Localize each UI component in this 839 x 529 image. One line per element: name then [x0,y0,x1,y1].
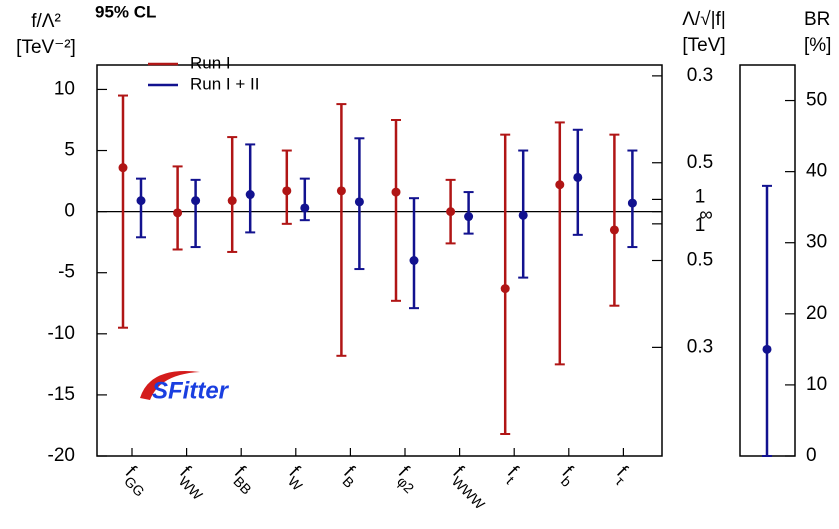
title: 95% CL [95,2,156,21]
point [573,172,583,182]
y2-tick-label: 1 [695,186,706,207]
x-tick-label: fφ2 [391,462,425,496]
point [227,196,237,206]
y-tick-label: 10 [54,78,75,99]
point [555,180,565,190]
y2-unit: [TeV] [682,35,725,56]
x-tick-label: fb [554,462,582,490]
point [391,187,401,197]
point [336,186,346,196]
point [136,196,146,206]
y-label: f/Λ² [31,11,61,32]
br-label: BR [804,9,830,30]
y-tick-label: -10 [48,323,75,344]
legend-label: Run I [190,53,231,72]
y2-tick-label: ∞ [699,205,713,226]
point [464,212,474,222]
point [609,225,619,235]
logo-swoosh [140,371,200,400]
y-tick-label: -20 [48,445,75,466]
y2-tick-label: 1 [695,215,706,236]
y2-label: Λ/√|f| [682,9,726,30]
y2-tick-label: 0.3 [687,65,713,86]
br-tick-label: 10 [806,374,827,395]
y-unit: [TeV⁻²] [16,37,76,58]
br-unit: [%] [804,35,831,56]
y-tick-label: -15 [48,384,75,405]
y2-tick-label: 0.3 [687,336,713,357]
legend-label: Run I + II [190,74,259,93]
point [518,210,528,220]
x-tick-label: fBB [227,462,262,497]
point [245,190,255,200]
y-tick-label: -5 [58,262,75,283]
br-tick-label: 50 [806,90,827,111]
point [500,284,510,294]
x-tick-label: fB [336,462,365,491]
point [118,163,128,173]
point [300,203,310,213]
x-tick-label: fτ [609,462,635,488]
x-tick-label: ft [500,462,525,487]
y-tick-label: 0 [64,201,75,222]
logo: SFitter [152,377,230,404]
br-tick-label: 0 [806,445,817,466]
x-tick-label: fGG [118,462,155,499]
x-tick-label: fWW [172,462,213,503]
x-tick-label: fW [281,462,313,494]
point [762,344,772,354]
br-tick-label: 40 [806,161,827,182]
category-subscript: WWW [449,473,489,513]
x-tick-label: fWWW [445,462,495,512]
br-tick-label: 30 [806,232,827,253]
point [409,256,419,265]
y-tick-label: 5 [64,140,75,161]
y2-tick-label: 0.5 [687,250,713,271]
br-tick-label: 20 [806,303,827,324]
point [173,208,183,218]
point [191,196,201,206]
point [627,198,637,208]
y2-tick-label: 0.5 [687,152,713,173]
point [354,197,364,207]
point [282,186,292,196]
point [446,207,456,217]
